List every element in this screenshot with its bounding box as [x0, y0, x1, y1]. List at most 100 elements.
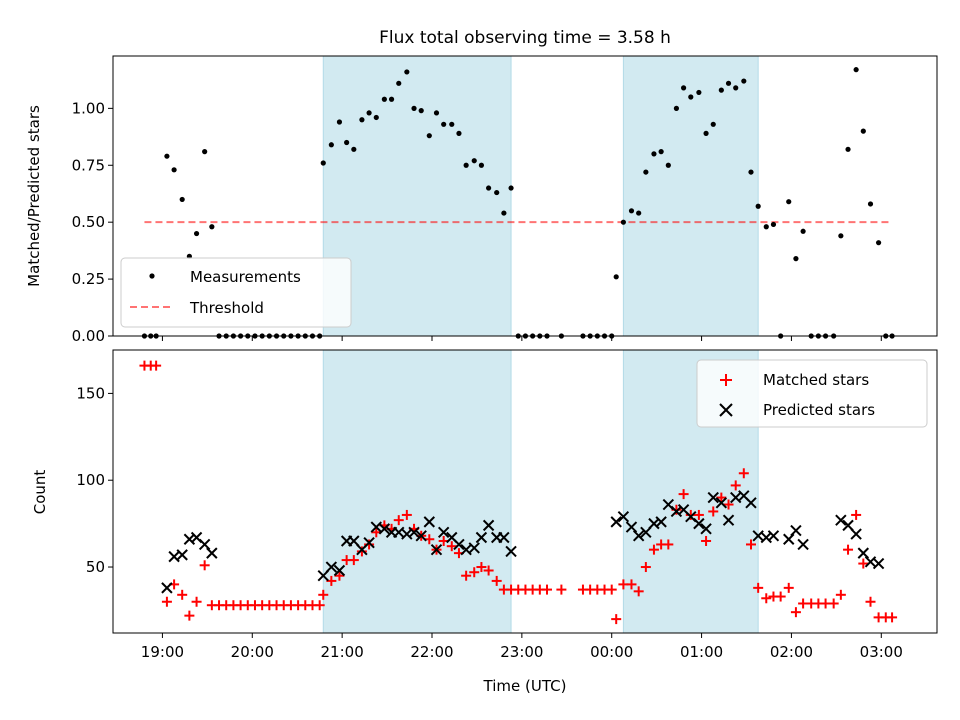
matched-star-point [708, 506, 719, 517]
measurement-point [193, 230, 200, 237]
predicted-star-point [857, 547, 870, 559]
matched-star-point [738, 468, 749, 479]
predicted-star-point [183, 533, 196, 545]
measurement-point [867, 201, 874, 207]
matched-star-point [356, 546, 367, 557]
bottom-axes-frame [112, 349, 938, 634]
predicted-star-point [797, 538, 809, 551]
matched-star-point [151, 360, 162, 371]
x-tick-label: 21:00 [321, 643, 364, 661]
measurement-point [710, 121, 716, 127]
measurement-point [696, 89, 702, 96]
measurement-point [373, 114, 379, 121]
predicted-star-point [378, 523, 391, 535]
matched-star-point [348, 555, 359, 566]
matched-star-point [745, 539, 756, 550]
matched-star-point [476, 562, 487, 573]
matched-star-point [835, 589, 846, 600]
measurement-point [741, 78, 747, 84]
measurement-point [733, 85, 739, 91]
legend-predicted-label: Predicted stars [763, 401, 875, 419]
measurement-point [718, 87, 724, 93]
x-tick-label: 22:00 [410, 643, 453, 661]
predicted-star-point [453, 538, 465, 551]
predicted-star-point [783, 533, 795, 545]
matched-star-point [483, 565, 494, 576]
matched-star-point [556, 584, 567, 595]
matched-star-point [761, 593, 772, 604]
matched-star-point [851, 509, 862, 520]
measurement-point [770, 221, 777, 228]
predicted-star-point [625, 521, 638, 533]
measurement-point [209, 224, 215, 230]
bottom-axis-ticks: 50 100 150 19:00 20:00 21:00 22:00 23:00 00:00 01… [76, 384, 903, 661]
predicted-star-point [632, 530, 645, 542]
legend-threshold-label: Threshold [189, 299, 264, 317]
matched-star-point [865, 596, 876, 607]
matched-star-point [693, 509, 704, 520]
measurement-point [665, 162, 671, 168]
measurement-point [404, 69, 410, 75]
measurement-point [202, 149, 208, 155]
measurement-point [793, 256, 799, 262]
predicted-star-point [333, 564, 346, 577]
predicted-star-point [206, 547, 218, 559]
x-tick-label: 01:00 [680, 643, 723, 661]
measurement-point [486, 185, 492, 191]
top-axis-ticks: 0.00 0.25 0.50 0.75 1.00 [72, 99, 882, 345]
measurement-point [651, 151, 657, 157]
measurement-point [456, 130, 462, 136]
x-tick-label: 19:00 [141, 643, 184, 661]
y-tick-label: 50 [86, 558, 105, 576]
measurement-point [860, 128, 866, 134]
measurement-point [636, 210, 642, 216]
measurement-point [171, 167, 177, 173]
predicted-star-point [198, 538, 211, 551]
measurement-point [845, 146, 851, 152]
measurement-point [164, 153, 170, 159]
measurement-point [763, 224, 769, 230]
predicted-star-point [760, 531, 772, 544]
measurement-point [344, 139, 350, 146]
predicted-star-point [430, 543, 443, 556]
predicted-star-point [700, 523, 712, 535]
measurement-point [449, 121, 455, 127]
matched-star-point [611, 614, 622, 625]
measurement-point [381, 96, 387, 102]
measurement-point [463, 162, 469, 168]
predicted-star-point [715, 497, 728, 509]
matched-star-point [663, 539, 674, 550]
legend-measurements-marker [149, 273, 155, 279]
matched-star-point [790, 607, 801, 618]
predicted-star-point [850, 528, 862, 540]
predicted-star-point [640, 526, 652, 539]
measurement-point [351, 146, 357, 152]
predicted-star-point [348, 535, 360, 547]
x-tick-label: 20:00 [231, 643, 274, 661]
measurement-point [396, 80, 402, 86]
matched-star-point [730, 480, 741, 491]
measurement-point [320, 160, 326, 166]
predicted-star-point [161, 582, 173, 594]
bottom-legend-box [696, 359, 928, 428]
measurement-point [643, 169, 649, 175]
legend-predicted-marker [719, 403, 733, 417]
bottom-series [139, 360, 898, 625]
measurement-point [800, 228, 806, 234]
predicted-star-point [610, 516, 622, 528]
shaded-interval [322, 349, 512, 634]
matched-star-point [775, 591, 786, 602]
x-tick-label: 23:00 [500, 643, 543, 661]
measurement-point [508, 185, 514, 191]
measurement-point [875, 240, 882, 246]
measurement-point [388, 96, 395, 102]
predicted-star-point [363, 537, 375, 549]
predicted-star-point [790, 524, 802, 537]
y-tick-label: 0.25 [72, 270, 105, 288]
measurement-point [411, 105, 417, 111]
top-shaded-intervals [322, 55, 759, 337]
measurement-point [328, 142, 334, 148]
matched-star-point [723, 499, 734, 510]
predicted-star-point [415, 530, 427, 542]
